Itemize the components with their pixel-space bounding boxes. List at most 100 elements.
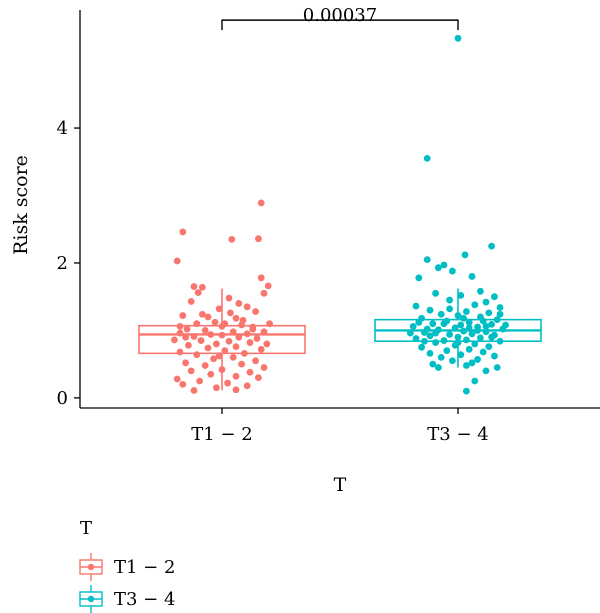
legend-key-point <box>87 595 95 603</box>
data-point <box>460 314 467 322</box>
data-point <box>468 359 476 367</box>
boxes-layer <box>138 288 542 391</box>
data-point <box>213 384 220 392</box>
data-point <box>235 333 243 341</box>
data-point <box>190 333 198 340</box>
data-point <box>264 282 272 290</box>
data-point <box>173 257 181 265</box>
data-point <box>463 387 470 395</box>
data-point <box>446 305 453 313</box>
data-point <box>260 289 268 297</box>
data-point <box>204 313 212 321</box>
data-point <box>471 340 479 348</box>
data-point <box>227 309 234 317</box>
y-ticks: 0 2 4 <box>57 118 80 409</box>
data-point <box>493 364 501 371</box>
data-point <box>479 317 487 325</box>
data-point <box>243 382 251 390</box>
data-point <box>491 352 498 360</box>
data-point <box>415 274 423 282</box>
data-point <box>235 300 243 307</box>
legend-label: T1 − 2 <box>114 557 175 578</box>
data-point <box>210 355 218 363</box>
data-point <box>457 321 465 329</box>
x-ticks: T1 − 2 T3 − 4 <box>191 408 489 445</box>
data-point <box>418 343 425 351</box>
data-point <box>243 303 251 311</box>
data-point <box>182 359 190 367</box>
data-point <box>485 343 493 351</box>
y-tick-label: 2 <box>57 253 68 274</box>
x-axis-label: T <box>334 474 347 496</box>
data-point <box>224 379 232 387</box>
data-point <box>183 325 191 333</box>
significance-bracket <box>221 19 459 31</box>
y-tick-label: 4 <box>57 118 68 139</box>
data-point <box>423 155 431 162</box>
legend: T T1 − 2 T3 − 4 <box>79 518 175 613</box>
data-point <box>194 289 202 297</box>
data-point <box>463 362 470 369</box>
data-point <box>257 199 265 207</box>
data-point <box>232 386 240 394</box>
data-point <box>471 301 479 309</box>
legend-item: T3 − 4 <box>79 585 175 613</box>
data-point <box>423 256 431 263</box>
data-point <box>243 330 251 338</box>
data-point <box>232 314 240 322</box>
data-point <box>449 357 456 365</box>
data-point <box>176 348 184 356</box>
data-point <box>260 328 268 336</box>
data-point <box>454 333 462 341</box>
data-point <box>465 345 473 353</box>
data-point <box>443 347 451 355</box>
data-point <box>449 267 456 275</box>
data-point <box>463 336 470 344</box>
data-point <box>176 322 184 330</box>
data-point <box>182 333 190 341</box>
data-point <box>201 362 209 369</box>
data-point <box>465 324 473 332</box>
data-point <box>211 318 219 326</box>
data-point <box>218 331 226 339</box>
data-point <box>432 329 439 337</box>
data-point <box>263 340 271 348</box>
points-layer <box>171 34 509 395</box>
data-point <box>440 337 448 344</box>
data-point <box>429 320 437 328</box>
data-point <box>460 327 467 335</box>
data-point <box>255 235 262 243</box>
data-point <box>241 349 248 357</box>
legend-title: T <box>80 518 92 539</box>
y-tick-label: 0 <box>57 388 68 409</box>
data-point <box>221 347 229 355</box>
y-axis-label: Risk score <box>10 155 32 255</box>
data-point <box>207 370 215 378</box>
data-point <box>426 332 434 340</box>
data-point <box>482 298 490 306</box>
data-point <box>415 318 423 326</box>
data-point <box>421 337 428 345</box>
data-point <box>496 337 504 345</box>
data-point <box>215 352 223 360</box>
data-point <box>426 349 434 357</box>
data-point <box>225 337 233 345</box>
data-point <box>179 312 187 319</box>
data-point <box>196 377 204 385</box>
data-point <box>463 308 470 315</box>
data-point <box>446 331 453 338</box>
data-point <box>496 304 504 311</box>
data-point <box>257 345 265 353</box>
data-point <box>173 375 181 383</box>
legend-label: T3 − 4 <box>114 589 175 610</box>
data-point <box>435 264 442 272</box>
data-point <box>474 327 481 334</box>
data-point <box>193 351 201 359</box>
data-point <box>440 320 448 328</box>
data-point <box>407 329 414 337</box>
data-point <box>253 335 261 342</box>
data-point <box>197 337 205 344</box>
data-point <box>187 298 195 305</box>
x-tick-label: T3 − 4 <box>427 424 488 445</box>
data-point <box>468 273 476 280</box>
